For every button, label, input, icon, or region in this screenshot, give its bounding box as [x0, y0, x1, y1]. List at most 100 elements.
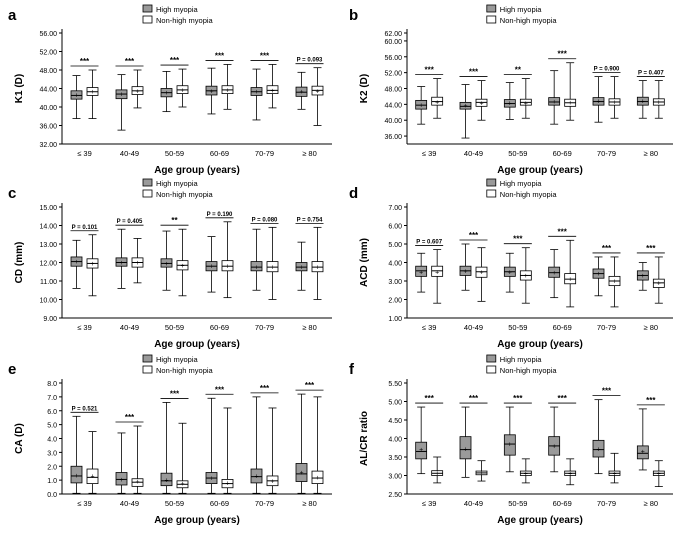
y-tick-label: 5.50 — [388, 381, 402, 388]
y-tick-label: 7.00 — [388, 205, 402, 212]
y-tick-label: 48.00 — [39, 68, 57, 75]
box — [636, 445, 649, 460]
significance-label: *** — [469, 231, 479, 240]
y-axis-label: CD (mm) — [14, 242, 25, 284]
x-tick-label: 40-49 — [120, 323, 139, 332]
x-tick-label: 60-69 — [210, 149, 229, 158]
box — [250, 261, 263, 272]
mean-marker: + — [657, 99, 661, 106]
y-tick-label: 44.00 — [384, 102, 402, 109]
significance-label: *** — [260, 51, 270, 60]
mean-marker: + — [180, 481, 184, 488]
x-tick-label: ≤ 39 — [77, 323, 92, 332]
mean-marker: + — [315, 475, 319, 482]
mean-marker: + — [164, 478, 168, 485]
legend-label: High myopia — [156, 179, 199, 188]
panel-label: b — [349, 7, 358, 24]
significance-label: P = 0.407 — [638, 71, 664, 77]
mean-marker: + — [315, 88, 319, 95]
y-tick-label: 11.00 — [40, 279, 57, 286]
mean-marker: + — [552, 443, 556, 450]
y-tick-label: 15.00 — [39, 205, 57, 212]
box — [415, 441, 428, 460]
significance-label: P = 0.405 — [117, 219, 143, 225]
panel-label: d — [349, 185, 358, 202]
x-tick-label: ≤ 39 — [77, 499, 92, 508]
significance-label: P = 0.754 — [297, 217, 323, 223]
x-tick-label: 50-59 — [165, 323, 184, 332]
mean-marker: + — [119, 92, 123, 99]
x-tick-label: ≥ 80 — [302, 499, 317, 508]
x-tick-label: 70-79 — [255, 499, 274, 508]
significance-label: ** — [515, 66, 522, 75]
box — [592, 439, 605, 458]
significance-label: *** — [260, 384, 270, 393]
significance-label: *** — [80, 57, 90, 66]
y-tick-label: 5.00 — [388, 400, 402, 407]
y-tick-label: 36.00 — [39, 124, 57, 131]
mean-marker: + — [209, 476, 213, 483]
x-axis-label: Age group (years) — [497, 339, 583, 350]
x-axis-label: Age group (years) — [154, 515, 240, 526]
mean-marker: + — [641, 449, 645, 456]
y-tick-label: 6.00 — [388, 224, 402, 231]
significance-label: P = 0.190 — [207, 212, 233, 218]
mean-marker: + — [225, 87, 229, 94]
y-tick-label: 1.0 — [47, 478, 57, 485]
mean-marker: + — [299, 89, 303, 96]
box — [86, 468, 99, 484]
significance-label: *** — [602, 244, 612, 253]
panel-c: c CD (mm) 9.00 10.00 11.00 12.00 13.00 14.00 15.… — [8, 178, 332, 350]
mean-marker: + — [74, 259, 78, 266]
panel-a: a K1 (D) 32.00 36.00 40.00 44.00 48.00 52.00 56.… — [8, 4, 332, 176]
mean-marker: + — [463, 103, 467, 110]
y-tick-label: 44.00 — [39, 87, 57, 94]
y-tick-label: 14.00 — [39, 224, 57, 231]
x-tick-label: 50-59 — [508, 499, 527, 508]
mean-marker: + — [463, 268, 467, 275]
x-tick-label: ≤ 39 — [422, 499, 437, 508]
legend-swatch — [142, 365, 153, 374]
y-tick-label: 4.00 — [388, 437, 402, 444]
y-tick-label: 12.00 — [39, 261, 57, 268]
mean-marker: + — [596, 446, 600, 453]
y-tick-label: 40.00 — [384, 118, 402, 125]
mean-marker: + — [135, 260, 139, 267]
x-tick-label: 70-79 — [597, 499, 616, 508]
mean-marker: + — [180, 87, 184, 94]
significance-label: *** — [424, 394, 434, 403]
legend-label: High myopia — [156, 5, 199, 14]
significance-label: *** — [305, 381, 315, 390]
significance-label: *** — [424, 66, 434, 75]
x-tick-label: ≥ 80 — [302, 323, 317, 332]
y-axis-label: CA (D) — [14, 423, 25, 454]
mean-marker: + — [552, 99, 556, 106]
mean-marker: + — [90, 89, 94, 96]
mean-marker: + — [254, 89, 258, 96]
mean-marker: + — [641, 273, 645, 280]
x-tick-label: ≥ 80 — [644, 323, 659, 332]
mean-marker: + — [419, 447, 423, 454]
x-tick-label: 60-69 — [553, 499, 572, 508]
mean-marker: + — [419, 102, 423, 109]
x-tick-label: 70-79 — [255, 149, 274, 158]
mean-marker: + — [254, 473, 258, 480]
mean-marker: + — [225, 264, 229, 271]
y-tick-label: 5.0 — [47, 423, 57, 430]
x-tick-label: 40-49 — [464, 323, 483, 332]
x-tick-label: 40-49 — [464, 499, 483, 508]
significance-label: *** — [469, 68, 479, 77]
mean-marker: + — [479, 101, 483, 108]
mean-marker: + — [209, 88, 213, 95]
x-tick-label: ≤ 39 — [422, 149, 437, 158]
significance-label: P = 0.093 — [297, 58, 323, 64]
mean-marker: + — [641, 99, 645, 106]
x-axis-label: Age group (years) — [154, 339, 240, 350]
legend-label: High myopia — [156, 355, 199, 364]
y-tick-label: 3.00 — [388, 279, 402, 286]
x-axis-label: Age group (years) — [497, 165, 583, 176]
box — [266, 85, 279, 94]
x-tick-label: ≤ 39 — [77, 149, 92, 158]
significance-label: P = 0.101 — [72, 225, 98, 231]
mean-marker: + — [164, 90, 168, 97]
